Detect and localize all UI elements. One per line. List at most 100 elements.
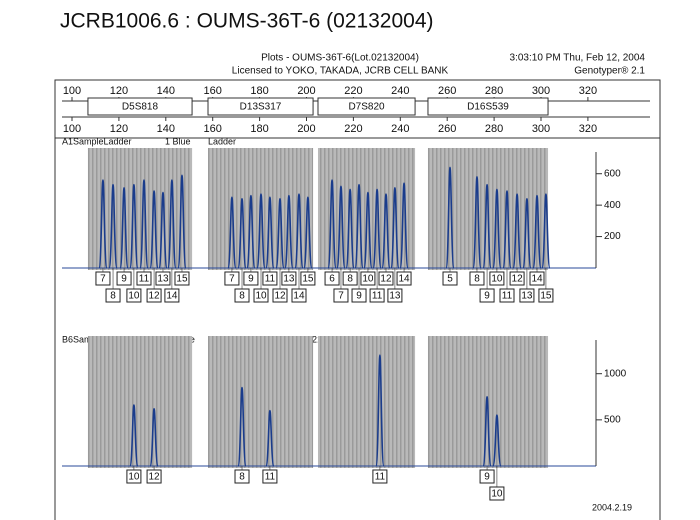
peak — [390, 187, 400, 269]
allele-box — [499, 288, 515, 303]
ruler-label: 300 — [532, 85, 550, 97]
allele-box — [95, 271, 111, 286]
allele-box — [360, 271, 376, 286]
ruler-label: 120 — [110, 123, 128, 135]
marker-name: D5S818 — [122, 102, 159, 113]
peak — [502, 190, 512, 269]
ruler-label: 200 — [297, 85, 315, 97]
allele-label: 10 — [491, 489, 503, 500]
peak — [246, 194, 256, 269]
y-tick-label: 200 — [604, 231, 621, 242]
allele-label: 9 — [484, 291, 490, 302]
allele-box — [342, 271, 358, 286]
peak — [227, 196, 237, 269]
peak — [327, 179, 337, 269]
peak — [492, 188, 502, 269]
peak — [303, 196, 313, 269]
timestamp: 3:03:10 PM Thu, Feb 12, 2004 — [510, 53, 646, 64]
peak — [372, 188, 382, 269]
peak — [345, 188, 355, 269]
peak — [284, 194, 294, 269]
peak — [482, 183, 492, 269]
allele-label: 13 — [157, 274, 169, 285]
y-tick-label: 600 — [604, 168, 621, 179]
ruler-label: 120 — [110, 85, 128, 97]
allele-label: 9 — [484, 472, 490, 483]
allele-box — [291, 288, 307, 303]
ruler-frame — [54, 79, 661, 139]
allele-label: 10 — [491, 274, 503, 285]
peak — [265, 196, 275, 269]
allele-box — [529, 271, 545, 286]
peak — [129, 183, 139, 269]
peak — [237, 198, 247, 269]
allele-box — [479, 288, 495, 303]
allele-label: 7 — [100, 274, 106, 285]
allele-label: 9 — [121, 274, 127, 285]
allele-label: 14 — [531, 274, 543, 285]
peak — [149, 407, 159, 467]
peak — [256, 193, 266, 269]
allele-box — [378, 271, 394, 286]
ruler-label: 220 — [344, 123, 362, 135]
allele-label: 8 — [110, 291, 116, 302]
allele-box — [333, 288, 349, 303]
allele-box — [146, 469, 162, 484]
marker-bin — [208, 336, 314, 468]
track-dye: 1 Blue — [165, 136, 191, 146]
allele-label: 10 — [255, 291, 267, 302]
allele-label: 11 — [375, 472, 386, 483]
allele-box — [126, 288, 142, 303]
ruler-label: 320 — [579, 123, 597, 135]
allele-box — [369, 288, 385, 303]
peak — [265, 409, 275, 467]
allele-label: 11 — [502, 291, 513, 302]
allele-box — [243, 271, 259, 286]
peak — [375, 354, 385, 467]
peak — [492, 414, 502, 467]
allele-box — [146, 288, 162, 303]
marker-name: D7S820 — [348, 102, 385, 113]
allele-label: 8 — [239, 291, 245, 302]
allele-label: 7 — [338, 291, 344, 302]
allele-label: 8 — [474, 274, 480, 285]
allele-box — [324, 271, 340, 286]
allele-label: 9 — [356, 291, 362, 302]
peak — [167, 179, 177, 269]
peak — [139, 179, 149, 269]
peak — [237, 386, 247, 467]
allele-label: 12 — [149, 291, 161, 302]
allele-label: 8 — [239, 472, 245, 483]
allele-label: 15 — [302, 274, 314, 285]
peak — [541, 193, 551, 269]
ruler-label: 100 — [63, 85, 81, 97]
y-tick-label: 1000 — [604, 368, 627, 379]
allele-box — [164, 288, 180, 303]
ruler-label: 280 — [485, 123, 503, 135]
allele-label: 11 — [139, 274, 150, 285]
allele-label: 13 — [389, 291, 401, 302]
peak — [445, 166, 455, 269]
peak — [336, 185, 346, 269]
marker-name: D13S317 — [240, 102, 282, 113]
allele-box — [509, 271, 525, 286]
allele-label: 14 — [398, 274, 410, 285]
ruler-label: 140 — [157, 85, 175, 97]
allele-label: 11 — [372, 291, 383, 302]
plot-name: Plots - OUMS-36T-6(Lot.02132004) — [261, 53, 419, 64]
license: Licensed to YOKO, TAKADA, JCRB CELL BANK — [232, 66, 449, 77]
allele-label: 9 — [248, 274, 254, 285]
allele-box — [351, 288, 367, 303]
ruler-label: 220 — [344, 85, 362, 97]
allele-box — [469, 271, 485, 286]
allele-box — [272, 288, 288, 303]
y-tick-label: 400 — [604, 200, 621, 211]
ruler-label: 160 — [204, 123, 222, 135]
ruler-label: 280 — [485, 85, 503, 97]
allele-box — [489, 271, 505, 286]
ruler-label: 140 — [157, 123, 175, 135]
allele-label: 12 — [380, 274, 392, 285]
peak — [522, 198, 532, 269]
marker-box — [427, 97, 549, 116]
marker-bin — [317, 336, 416, 468]
